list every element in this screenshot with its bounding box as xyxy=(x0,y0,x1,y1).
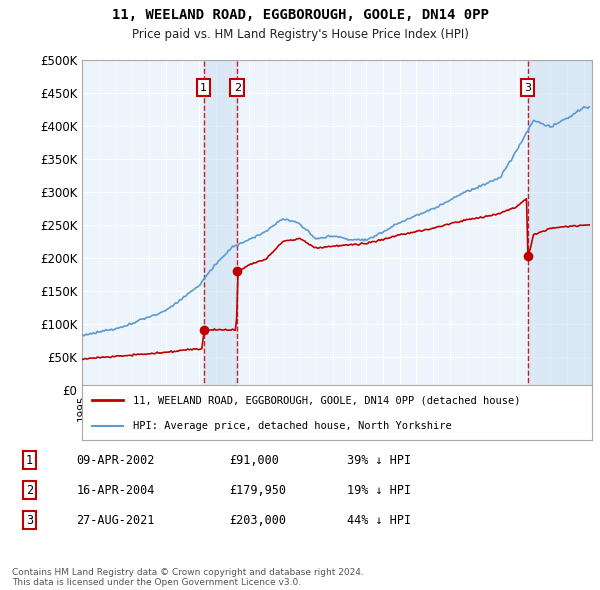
Text: 3: 3 xyxy=(26,513,33,526)
Text: 39% ↓ HPI: 39% ↓ HPI xyxy=(347,454,411,467)
Text: £179,950: £179,950 xyxy=(229,483,286,497)
Text: 1: 1 xyxy=(200,83,207,93)
Text: 27-AUG-2021: 27-AUG-2021 xyxy=(77,513,155,526)
Text: Price paid vs. HM Land Registry's House Price Index (HPI): Price paid vs. HM Land Registry's House … xyxy=(131,28,469,41)
Text: £203,000: £203,000 xyxy=(229,513,286,526)
Text: 11, WEELAND ROAD, EGGBOROUGH, GOOLE, DN14 0PP: 11, WEELAND ROAD, EGGBOROUGH, GOOLE, DN1… xyxy=(112,8,488,22)
Bar xyxy=(203,60,238,390)
Text: Contains HM Land Registry data © Crown copyright and database right 2024.
This d: Contains HM Land Registry data © Crown c… xyxy=(12,568,364,588)
Text: 11, WEELAND ROAD, EGGBOROUGH, GOOLE, DN14 0PP (detached house): 11, WEELAND ROAD, EGGBOROUGH, GOOLE, DN1… xyxy=(133,395,521,405)
Text: 2: 2 xyxy=(234,83,241,93)
Text: 2: 2 xyxy=(26,483,33,497)
Bar xyxy=(527,60,592,390)
Text: 44% ↓ HPI: 44% ↓ HPI xyxy=(347,513,411,526)
Text: 3: 3 xyxy=(524,83,531,93)
Text: 19% ↓ HPI: 19% ↓ HPI xyxy=(347,483,411,497)
Text: HPI: Average price, detached house, North Yorkshire: HPI: Average price, detached house, Nort… xyxy=(133,421,452,431)
Text: 1: 1 xyxy=(26,454,33,467)
Text: 16-APR-2004: 16-APR-2004 xyxy=(77,483,155,497)
Text: 09-APR-2002: 09-APR-2002 xyxy=(77,454,155,467)
Text: £91,000: £91,000 xyxy=(229,454,280,467)
